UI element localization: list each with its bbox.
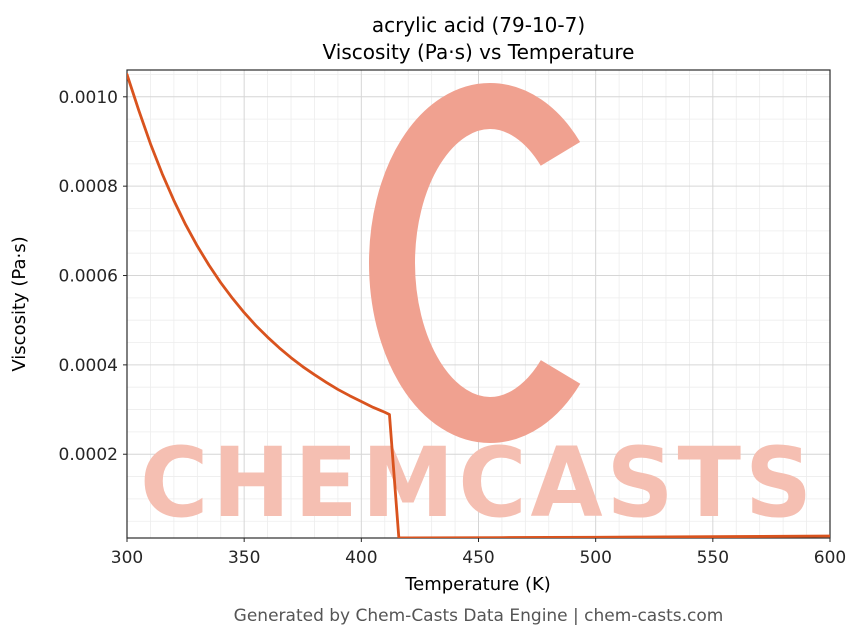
chemcasts-logo-icon — [369, 83, 611, 443]
chart-title-line1: acrylic acid (79-10-7) — [371, 13, 586, 37]
x-axis-label: Temperature (K) — [404, 574, 551, 595]
watermark: CHEMCASTS — [140, 83, 816, 539]
x-tick-label: 550 — [697, 548, 729, 568]
chart-title-line2: Viscosity (Pa·s) vs Temperature — [322, 40, 635, 64]
y-tick-label: 0.0002 — [59, 445, 118, 465]
y-tick-label: 0.0010 — [59, 88, 118, 108]
watermark-text: CHEMCASTS — [140, 427, 816, 539]
x-tick-label: 450 — [462, 548, 494, 568]
axis-ticks: 300 350 400 450 500 550 600 0.0002 0.0004 0.0006 0… — [59, 88, 847, 568]
y-axis-label: Viscosity (Pa·s) — [9, 236, 30, 371]
y-tick-label: 0.0006 — [59, 266, 118, 286]
footer-credit: Generated by Chem-Casts Data Engine | ch… — [233, 606, 724, 626]
x-tick-label: 350 — [228, 548, 260, 568]
x-tick-label: 400 — [345, 548, 377, 568]
chart-title: acrylic acid (79-10-7) Viscosity (Pa·s) … — [127, 12, 830, 66]
series-group — [127, 73, 830, 538]
viscosity-curve — [127, 73, 830, 538]
x-tick-label: 500 — [579, 548, 611, 568]
y-tick-label: 0.0008 — [59, 177, 118, 197]
x-tick-label: 300 — [111, 548, 143, 568]
x-tick-label: 600 — [814, 548, 846, 568]
y-tick-label: 0.0004 — [59, 356, 118, 376]
